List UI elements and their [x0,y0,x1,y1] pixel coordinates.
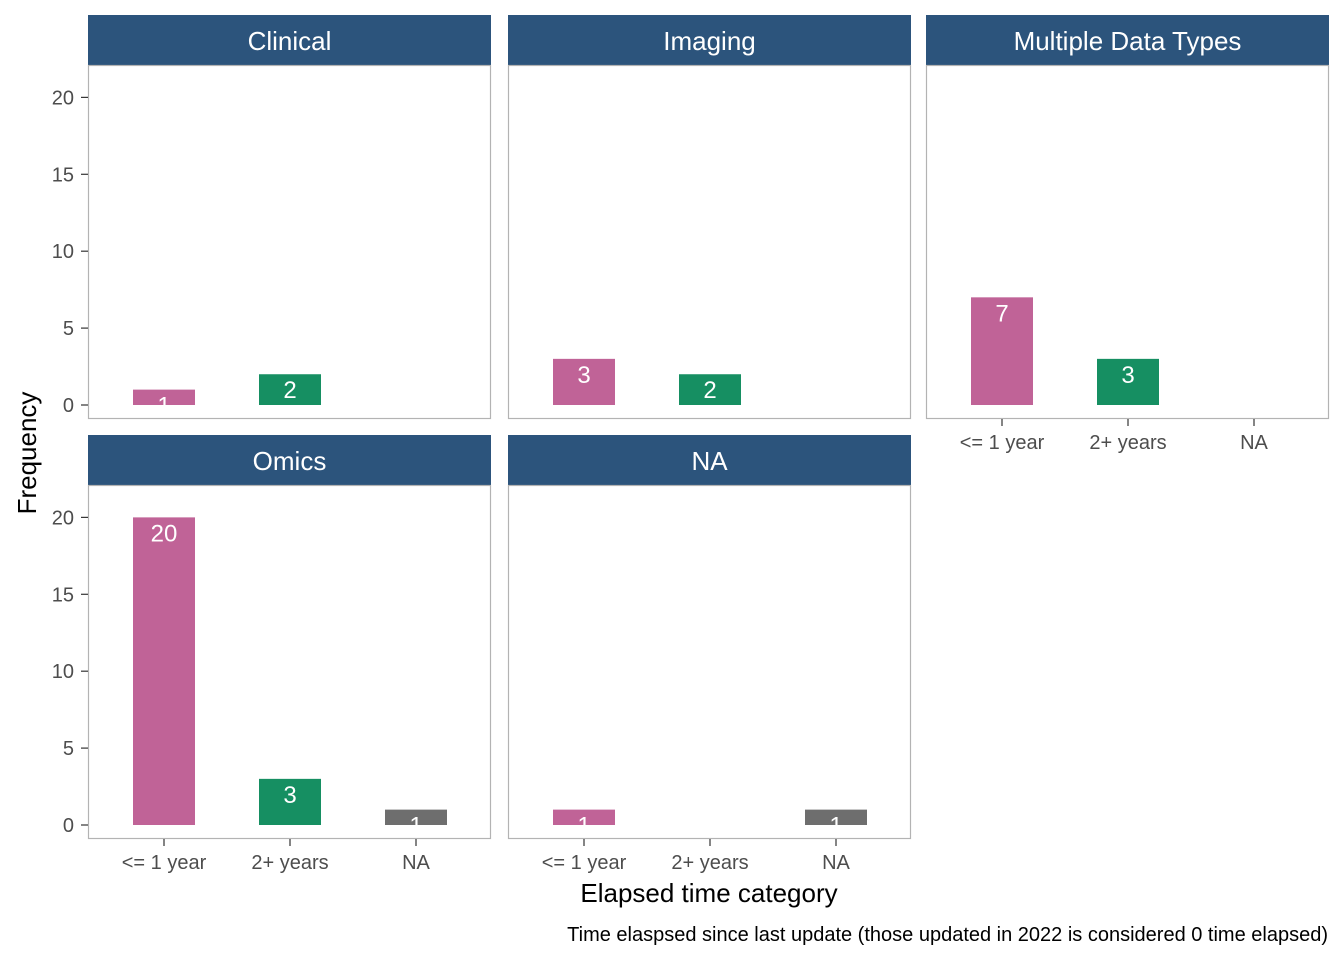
x-tick-label-multiple-data-types-na: NA [1240,432,1268,454]
bar-label-imaging-1-year: 3 [577,362,590,389]
facet-na: NA 1 1 <= 1 year 2+ years NA [507,435,912,874]
bar-label-omics-na: 1 [409,813,422,840]
facet-panel-clinical [87,64,492,420]
bar-label-na-1-year: 1 [577,813,590,840]
chart-caption: Time elaspsed since last update (those u… [567,924,1328,946]
x-tick-label-omics-1-year: <= 1 year [122,852,207,874]
facet-clinical: Clinical 0 5 10 15 20 1 2 [52,15,492,420]
facet-title-multiple-data-types: Multiple Data Types [1014,26,1242,56]
bar-label-multiple-data-types-1-year: 7 [995,300,1008,327]
x-tick-label-omics-na: NA [402,852,430,874]
x-tick-label-omics-2-years: 2+ years [251,852,328,874]
facet-panel-omics [87,484,492,840]
bar-label-omics-2-years: 3 [283,782,296,809]
facet-panel-imaging [507,64,912,420]
facet-title-na: NA [691,446,728,476]
y-tick-label-5: 5 [63,738,74,760]
facet-multiple-data-types: Multiple Data Types 7 3 <= 1 year 2+ years NA [925,15,1330,454]
y-tick-label-20: 20 [52,87,74,109]
facet-imaging: Imaging 3 2 [507,15,912,420]
bar-omics-2-years [259,778,321,825]
x-axis-title: Elapsed time category [580,878,837,908]
y-tick-label-0: 0 [63,815,74,837]
y-tick-label-10: 10 [52,241,74,263]
x-tick-label-multiple-data-types-1-year: <= 1 year [960,432,1045,454]
y-tick-label-15: 15 [52,164,74,186]
bar-label-omics-1-year: 20 [151,520,178,547]
bar-na-na [805,809,867,825]
facet-strip-multiple-data-types [926,15,1329,65]
facet-strip-imaging [508,15,911,65]
bar-label-clinical-1-year: 1 [157,393,170,420]
bar-label-clinical-2-years: 2 [283,377,296,404]
facet-strip-omics [88,435,491,485]
bar-label-multiple-data-types-2-years: 3 [1121,362,1134,389]
facet-strip-na [508,435,911,485]
facet-strip-clinical [88,15,491,65]
bar-na-1-year [553,809,615,825]
facet-title-imaging: Imaging [663,26,756,56]
bar-label-na-na: 1 [829,813,842,840]
x-tick-label-na-2-years: 2+ years [671,852,748,874]
bar-multiple-data-types-2-years [1097,358,1159,405]
bar-imaging-1-year [553,358,615,405]
x-tick-label-na-1-year: <= 1 year [542,852,627,874]
bar-clinical-2-years [259,374,321,405]
y-tick-label-5: 5 [63,318,74,340]
bar-clinical-1-year [133,389,195,405]
facet-omics: Omics 0 5 10 15 20 20 3 1 <= 1 year 2+ years NA [52,435,492,874]
y-tick-label-0: 0 [63,395,74,417]
x-tick-label-multiple-data-types-2-years: 2+ years [1089,432,1166,454]
facet-title-omics: Omics [253,446,327,476]
facet-title-clinical: Clinical [248,26,332,56]
facet-panel-multiple-data-types [925,64,1330,420]
y-tick-label-20: 20 [52,507,74,529]
y-axis-title: Frequency [12,392,42,515]
bar-label-imaging-2-years: 2 [703,377,716,404]
bar-multiple-data-types-1-year [971,297,1033,405]
bar-omics-na [385,809,447,825]
bar-imaging-2-years [679,374,741,405]
bar-omics-1-year [133,517,195,825]
x-tick-label-na-na: NA [822,852,850,874]
facet-panel-na [507,484,912,840]
y-tick-label-15: 15 [52,584,74,606]
y-tick-label-10: 10 [52,661,74,683]
